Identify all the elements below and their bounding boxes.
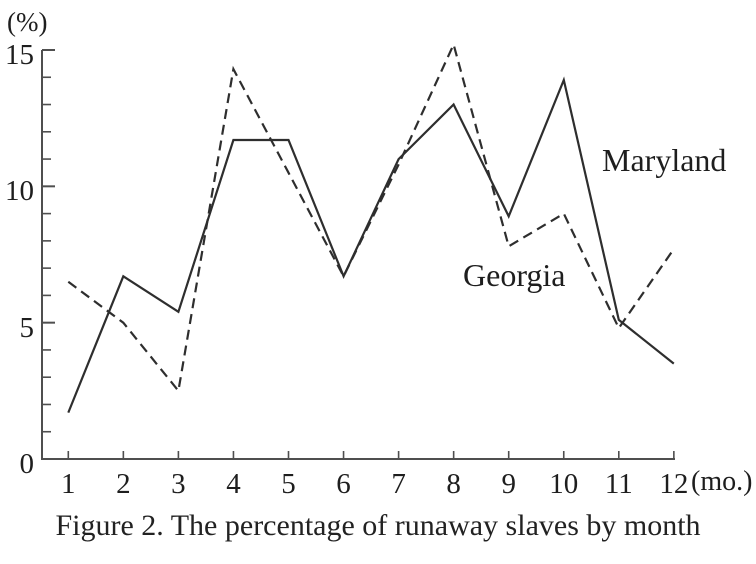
x-tick-label-9: 9 <box>501 468 516 500</box>
figure-caption: Figure 2. The percentage of runaway slav… <box>55 509 701 542</box>
x-tick-label-4: 4 <box>226 468 241 500</box>
y-tick-label-15: 15 <box>5 38 34 71</box>
y-tick-label-10: 10 <box>5 175 34 208</box>
series-line-georgia <box>67 41 675 394</box>
y-tick-label-5: 5 <box>19 311 35 344</box>
x-tick-label-1: 1 <box>61 468 76 500</box>
y-axis-unit-label: (%) <box>7 7 48 37</box>
x-axis-unit-label: (mo.) <box>691 466 753 497</box>
x-tick-label-6: 6 <box>336 468 351 500</box>
chart-canvas <box>41 41 675 460</box>
x-tick-label-11: 11 <box>604 468 633 500</box>
x-tick-label-7: 7 <box>391 468 406 500</box>
series-label-georgia: Georgia <box>463 257 566 293</box>
x-tick-label-3: 3 <box>171 468 186 500</box>
x-tick-label-2: 2 <box>116 468 131 500</box>
x-tick-label-12: 12 <box>659 468 689 500</box>
x-tick-label-10: 10 <box>549 468 579 500</box>
series-line-maryland <box>67 76 675 414</box>
series-label-maryland: Maryland <box>602 142 727 178</box>
x-tick-label-8: 8 <box>446 468 461 500</box>
line-chart: (%) (mo.) Maryland Georgia 0 5 10 15 1 2 3 4 5 6 7… <box>5 7 753 500</box>
x-tick-label-5: 5 <box>281 468 296 500</box>
y-tick-label-0: 0 <box>19 448 35 480</box>
